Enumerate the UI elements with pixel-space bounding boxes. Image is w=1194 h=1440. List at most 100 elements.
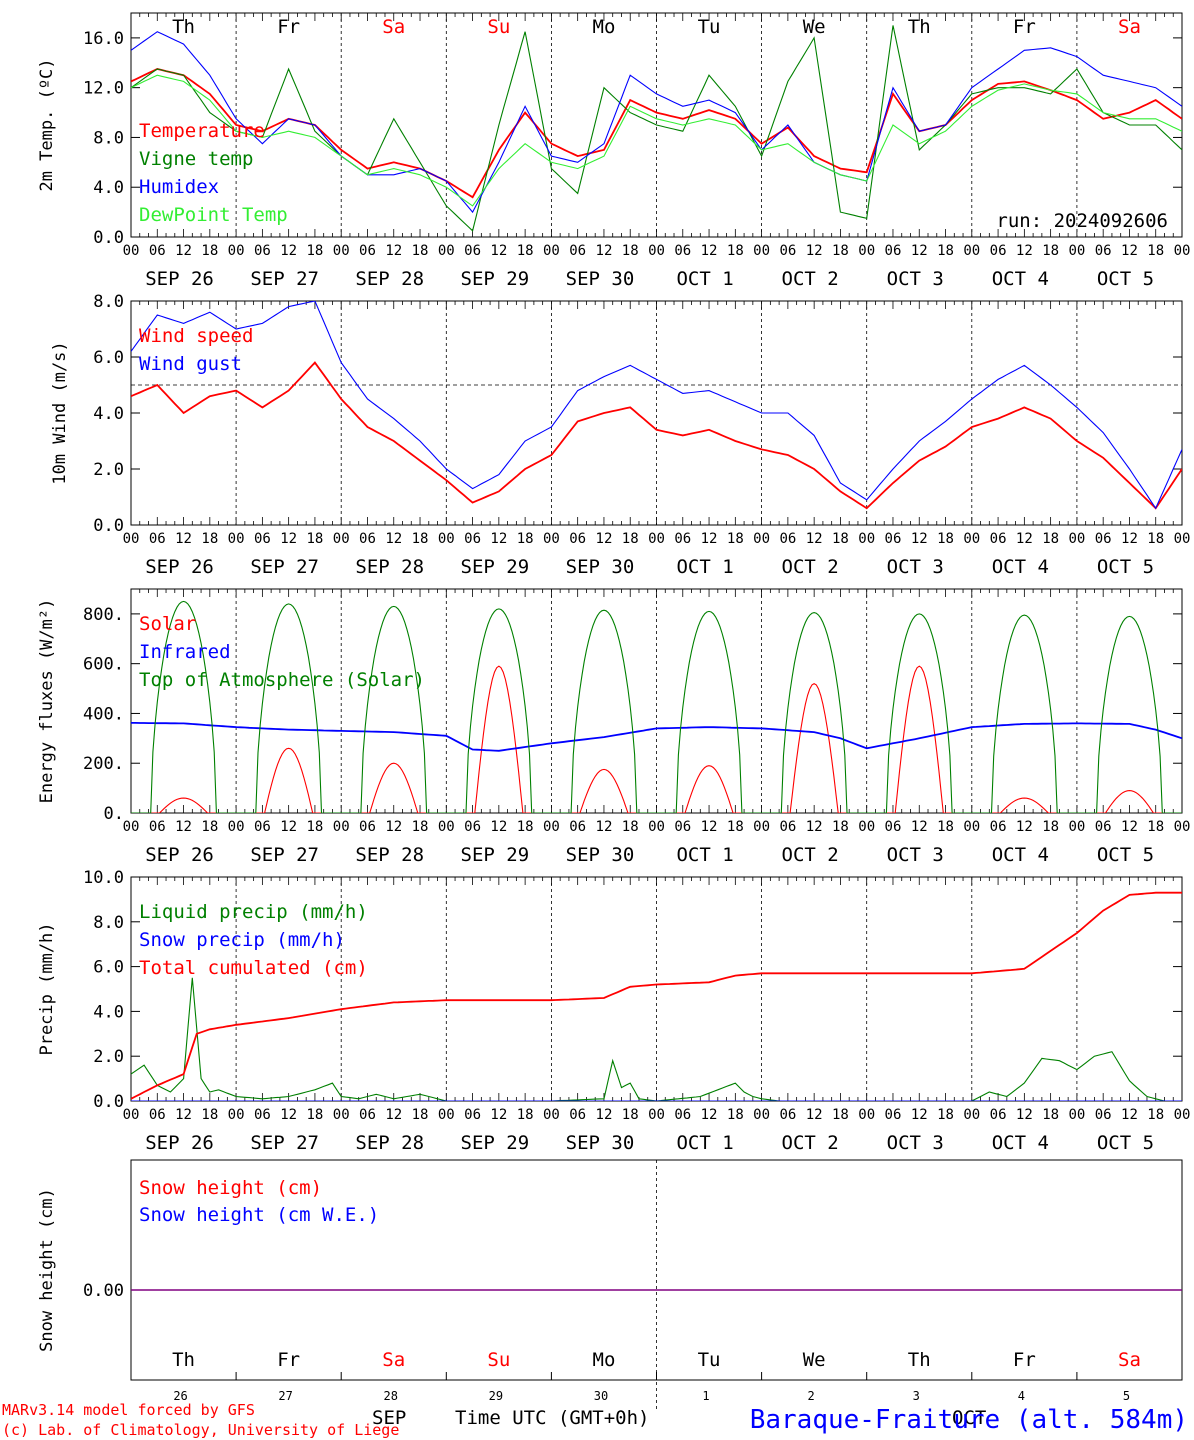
hour-label: 06 bbox=[779, 819, 796, 835]
hour-label: 18 bbox=[1147, 243, 1164, 259]
weekday-label: Tu bbox=[698, 16, 721, 38]
hour-label: 12 bbox=[490, 243, 507, 259]
hour-label: 06 bbox=[779, 531, 796, 547]
hour-label: 12 bbox=[385, 531, 402, 547]
y-tick-label: 6.0 bbox=[93, 958, 124, 978]
hour-label: 00 bbox=[858, 819, 875, 835]
hour-label: 00 bbox=[123, 1107, 140, 1123]
hour-label: 12 bbox=[701, 1107, 718, 1123]
date-label: OCT 1 bbox=[676, 268, 733, 290]
hour-label: 12 bbox=[490, 531, 507, 547]
hour-label: 18 bbox=[622, 819, 639, 835]
hour-label: 18 bbox=[201, 531, 218, 547]
hour-label: 18 bbox=[937, 1107, 954, 1123]
hour-label: 18 bbox=[1042, 243, 1059, 259]
panel-snow: Snow height (cm) 0.00 Th 26 Fr 27 Sa 28 Su 29 Mo 30… bbox=[37, 1159, 1183, 1412]
weekday-label: Th bbox=[172, 1349, 195, 1371]
date-label: SEP 26 bbox=[145, 844, 214, 866]
hour-label: 18 bbox=[201, 1107, 218, 1123]
date-label: OCT 1 bbox=[676, 1132, 733, 1154]
hour-label: 12 bbox=[806, 531, 823, 547]
panel-wind: 10m Wind (m/s) 0.0 2.0 4.0 6.0 8.0 00 06 12 18 SEP… bbox=[50, 292, 1190, 578]
legend-entry: Snow height (cm) bbox=[139, 1177, 322, 1199]
series-line-total-cumulated-cm- bbox=[131, 891, 1182, 1100]
hour-label: 00 bbox=[543, 243, 560, 259]
weekday-label: Sa bbox=[382, 16, 405, 38]
date-label: SEP 30 bbox=[566, 556, 635, 578]
hour-label: 12 bbox=[596, 243, 613, 259]
hour-label: 00 bbox=[858, 531, 875, 547]
weekday-label: Fr bbox=[1013, 1349, 1036, 1371]
y-tick-label: 2.0 bbox=[93, 460, 124, 480]
hour-label: 18 bbox=[727, 1107, 744, 1123]
panel-temperature: 2m Temp. (ºC) 0.0 4.0 8.0 12.0 16.0 00 06 12 18 SE… bbox=[37, 12, 1190, 290]
hour-label: 00 bbox=[333, 819, 350, 835]
panel-frame bbox=[130, 588, 1183, 814]
y-tick-label: 4.0 bbox=[93, 1002, 124, 1022]
hour-label: 06 bbox=[569, 819, 586, 835]
y-axis-label: Energy fluxes (W/m²) bbox=[37, 599, 57, 804]
hour-label: 18 bbox=[517, 819, 534, 835]
hour-label: 00 bbox=[753, 531, 770, 547]
date-label: OCT 3 bbox=[887, 556, 944, 578]
y-tick-label: 800. bbox=[83, 605, 124, 625]
hour-label: 06 bbox=[779, 243, 796, 259]
date-label: OCT 5 bbox=[1097, 844, 1154, 866]
hour-label: 00 bbox=[963, 531, 980, 547]
legend-entry: Snow precip (mm/h) bbox=[139, 929, 345, 951]
series-group bbox=[131, 600, 1182, 813]
hour-label: 06 bbox=[149, 531, 166, 547]
weekday-label: Mo bbox=[593, 1349, 616, 1371]
hour-label: 12 bbox=[701, 531, 718, 547]
hour-label: 18 bbox=[832, 819, 849, 835]
hour-label: 00 bbox=[123, 243, 140, 259]
hour-label: 18 bbox=[622, 1107, 639, 1123]
y-axis-label: 10m Wind (m/s) bbox=[50, 341, 70, 484]
hour-label: 12 bbox=[596, 531, 613, 547]
date-label: SEP 30 bbox=[566, 1132, 635, 1154]
date-label: OCT 3 bbox=[887, 844, 944, 866]
date-label: OCT 4 bbox=[992, 268, 1049, 290]
date-label: OCT 2 bbox=[782, 268, 839, 290]
date-label: OCT 3 bbox=[887, 268, 944, 290]
hour-label: 18 bbox=[412, 243, 429, 259]
weekday-label: Tu bbox=[698, 1349, 721, 1371]
footer-month-right: OCT bbox=[952, 1407, 986, 1429]
y-tick-label: 0.0 bbox=[93, 516, 124, 536]
hour-label: 12 bbox=[1121, 819, 1138, 835]
hour-label: 18 bbox=[412, 819, 429, 835]
weekday-label: Sa bbox=[382, 1349, 405, 1371]
panel-energy: Energy fluxes (W/m²) 0. 200. 400. 600. 800. 00… bbox=[37, 588, 1190, 866]
date-label: OCT 2 bbox=[782, 1132, 839, 1154]
hour-label: 12 bbox=[911, 1107, 928, 1123]
legend-entry: Vigne temp bbox=[139, 148, 253, 170]
hour-label: 06 bbox=[1095, 243, 1112, 259]
hour-label: 12 bbox=[911, 819, 928, 835]
hour-label: 00 bbox=[333, 1107, 350, 1123]
hour-label: 06 bbox=[149, 243, 166, 259]
legend-entry: Temperature bbox=[139, 120, 265, 142]
hour-label: 18 bbox=[1042, 1107, 1059, 1123]
date-label: SEP 30 bbox=[566, 268, 635, 290]
weekday-label: Mo bbox=[593, 16, 616, 38]
hour-label: 00 bbox=[1068, 243, 1085, 259]
legend-entry: Solar bbox=[139, 613, 196, 635]
station-name: Baraque-Fraiture (alt. 584m) bbox=[750, 1405, 1188, 1435]
date-label: OCT 1 bbox=[676, 556, 733, 578]
hour-label: 18 bbox=[937, 243, 954, 259]
date-label: SEP 29 bbox=[461, 844, 530, 866]
footer: MARv3.14 model forced by GFS (c) Lab. of… bbox=[2, 1401, 1188, 1439]
hour-label: 18 bbox=[937, 531, 954, 547]
hour-label: 06 bbox=[464, 1107, 481, 1123]
hour-label: 06 bbox=[359, 819, 376, 835]
hour-label: 00 bbox=[648, 531, 665, 547]
hour-label: 18 bbox=[306, 531, 323, 547]
date-label: SEP 29 bbox=[461, 1132, 530, 1154]
date-label: OCT 3 bbox=[887, 1132, 944, 1154]
footer-copyright: (c) Lab. of Climatology, University of L… bbox=[2, 1421, 399, 1439]
date-number: 30 bbox=[594, 1389, 608, 1403]
date-number: 5 bbox=[1123, 1389, 1130, 1403]
hour-label: 12 bbox=[490, 819, 507, 835]
hour-label: 12 bbox=[596, 1107, 613, 1123]
hour-label: 18 bbox=[517, 531, 534, 547]
